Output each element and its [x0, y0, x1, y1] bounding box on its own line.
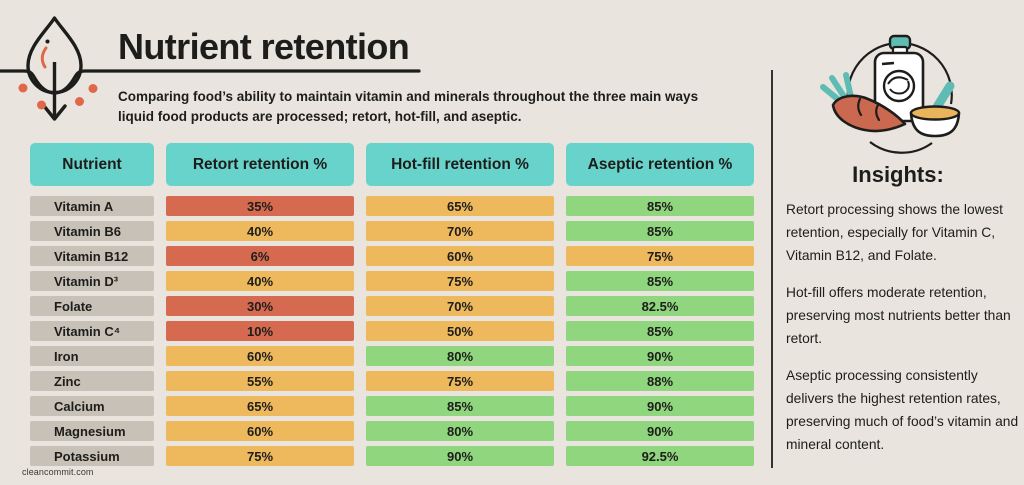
insight-paragraph-hotfill: Hot-fill offers moderate retention, pres… [786, 285, 1011, 346]
retention-value-cell-orange: 75% [566, 246, 754, 266]
table-row: Zinc 55% 75% 88% [30, 371, 754, 391]
vertical-divider [771, 70, 773, 468]
retention-value-cell-orange: 50% [366, 321, 554, 341]
retention-value-cell-green: 90% [566, 346, 754, 366]
table-body: Vitamin A 35% 65% 85% Vitamin B6 40% 70% 85% Vit… [30, 196, 754, 466]
retention-value-cell-orange: 60% [366, 246, 554, 266]
table-row: Iron 60% 80% 90% [30, 346, 754, 366]
retention-value-cell-green: 80% [366, 346, 554, 366]
retention-value-cell-green: 90% [566, 396, 754, 416]
table-row: Vitamin C⁴ 10% 50% 85% [30, 321, 754, 341]
retention-value-cell-orange: 60% [166, 421, 354, 441]
nutrient-cell: Vitamin B12 [30, 246, 154, 266]
nutrient-cell: Iron [30, 346, 154, 366]
page-title: Nutrient retention [118, 26, 410, 67]
retention-value-cell-green: 85% [566, 221, 754, 241]
table-row: Potassium 75% 90% 92.5% [30, 446, 754, 466]
nutrient-cell: Calcium [30, 396, 154, 416]
retention-value-cell-orange: 75% [366, 271, 554, 291]
retention-value-cell-red: 35% [166, 196, 354, 216]
retention-value-cell-orange: 70% [366, 296, 554, 316]
table-row: Vitamin D³ 40% 75% 85% [30, 271, 754, 291]
retention-value-cell-green: 90% [566, 421, 754, 441]
retention-value-cell-orange: 70% [366, 221, 554, 241]
retention-table: Nutrient Retort retention % Hot-fill reten… [30, 143, 754, 466]
nutrient-cell: Vitamin C⁴ [30, 321, 154, 341]
retention-value-cell-green: 85% [366, 396, 554, 416]
retention-value-cell-green: 90% [366, 446, 554, 466]
retention-value-cell-green: 85% [566, 321, 754, 341]
retention-value-cell-orange: 40% [166, 221, 354, 241]
column-header-0: Nutrient [30, 143, 154, 186]
retention-value-cell-orange: 75% [366, 371, 554, 391]
retention-value-cell-orange: 60% [166, 346, 354, 366]
pouch-icon [873, 34, 925, 123]
insights-heading: Insights: [852, 162, 944, 187]
subtitle-line-2: liquid food products are processed; reto… [118, 109, 522, 125]
column-header-2: Hot-fill retention % [366, 143, 554, 186]
table-row: Vitamin B12 6% 60% 75% [30, 246, 754, 266]
brand-url: cleancommit.com [22, 467, 94, 477]
retention-value-cell-orange: 55% [166, 371, 354, 391]
retention-value-cell-green: 88% [566, 371, 754, 391]
retention-value-cell-orange: 75% [166, 446, 354, 466]
retention-value-cell-red: 30% [166, 296, 354, 316]
insight-paragraph-retort: Retort processing shows the lowest reten… [786, 202, 1004, 263]
insights-text: Retort processing shows the lowest reten… [786, 198, 1024, 470]
food-products-illustration-icon [820, 34, 961, 154]
nutrient-cell: Vitamin A [30, 196, 154, 216]
bowl-icon [909, 81, 961, 138]
insight-paragraph-aseptic: Aseptic processing consistently delivers… [786, 368, 1019, 452]
retention-value-cell-red: 10% [166, 321, 354, 341]
retention-value-cell-orange: 65% [366, 196, 554, 216]
water-drop-icon [0, 16, 421, 121]
subtitle-line-1: Comparing food’s ability to maintain vit… [118, 89, 699, 104]
page-subtitle: Comparing food’s ability to maintain vit… [118, 87, 698, 128]
retention-value-cell-red: 6% [166, 246, 354, 266]
retention-value-cell-green: 80% [366, 421, 554, 441]
table-row: Calcium 65% 85% 90% [30, 396, 754, 416]
retention-value-cell-orange: 65% [166, 396, 354, 416]
nutrient-cell: Magnesium [30, 421, 154, 441]
nutrient-cell: Vitamin D³ [30, 271, 154, 291]
retention-value-cell-green: 82.5% [566, 296, 754, 316]
table-row: Folate 30% 70% 82.5% [30, 296, 754, 316]
retention-value-cell-green: 92.5% [566, 446, 754, 466]
column-header-3: Aseptic retention % [566, 143, 754, 186]
retention-value-cell-orange: 40% [166, 271, 354, 291]
nutrient-cell: Potassium [30, 446, 154, 466]
nutrient-cell: Vitamin B6 [30, 221, 154, 241]
retention-value-cell-green: 85% [566, 196, 754, 216]
carrot-icon [820, 72, 907, 133]
nutrient-cell: Zinc [30, 371, 154, 391]
column-header-1: Retort retention % [166, 143, 354, 186]
nutrient-cell: Folate [30, 296, 154, 316]
table-row: Vitamin B6 40% 70% 85% [30, 221, 754, 241]
table-header-row: Nutrient Retort retention % Hot-fill reten… [30, 143, 754, 186]
table-row: Vitamin A 35% 65% 85% [30, 196, 754, 216]
retention-value-cell-green: 85% [566, 271, 754, 291]
table-row: Magnesium 60% 80% 90% [30, 421, 754, 441]
